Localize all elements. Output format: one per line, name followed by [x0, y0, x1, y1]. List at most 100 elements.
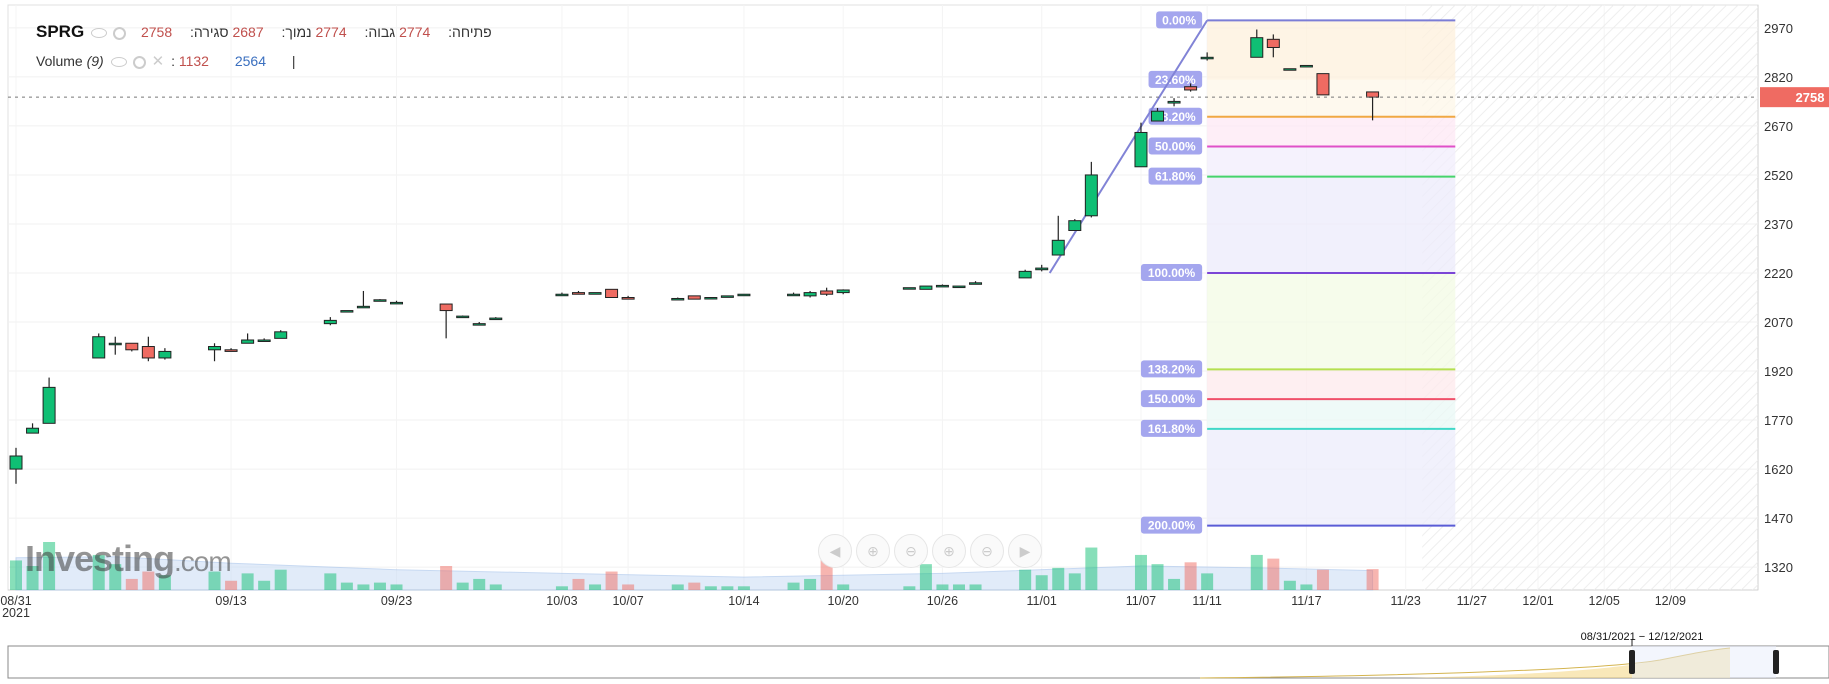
volume-bar	[357, 584, 370, 590]
candle-up	[935, 284, 949, 288]
y-tick-label: 1320	[1764, 560, 1793, 575]
candle-up	[489, 317, 503, 321]
y-tick-label: 2370	[1764, 217, 1793, 232]
volume-bar	[1316, 569, 1329, 590]
volume-bar	[390, 584, 403, 590]
volume-bar	[1366, 569, 1379, 590]
last-price-tag-label: 2758	[1796, 90, 1825, 105]
volume-bar	[704, 586, 717, 590]
fib-level-label-bg	[1140, 419, 1203, 437]
zoom-in-icon[interactable]: ⊕	[856, 534, 890, 568]
settings-gear-icon[interactable]	[113, 26, 127, 40]
candle-up	[373, 299, 387, 302]
volume-bar	[489, 584, 502, 590]
volume-bar	[903, 586, 916, 590]
x-tick-label: 09/23	[381, 594, 412, 608]
symbol-label: SPRG	[36, 22, 85, 41]
candle-down	[687, 295, 701, 300]
fib-zone	[1207, 428, 1456, 526]
candle-up	[720, 295, 734, 298]
candle-down	[1366, 91, 1380, 98]
volume-bar	[572, 578, 585, 590]
candle-up	[456, 315, 470, 319]
volume-bar	[605, 571, 618, 590]
volume-bar	[1134, 554, 1147, 590]
y-tick-label: 2220	[1764, 266, 1793, 281]
x-tick-label: 12/05	[1589, 594, 1620, 608]
volume-bar	[1085, 547, 1098, 590]
x-tick-label: 11/17	[1291, 594, 1321, 608]
close-value: 2758	[140, 24, 173, 40]
visibility-eye-icon[interactable]	[91, 28, 108, 39]
volume-bar	[721, 586, 734, 590]
y-tick-label: 1470	[1764, 511, 1793, 526]
volume-bar	[10, 560, 22, 590]
volume-bar	[671, 584, 684, 590]
candle-up	[1084, 174, 1098, 217]
x-tick-label: 08/31	[0, 594, 31, 608]
volume-bar	[92, 554, 105, 590]
y-tick-label: 2070	[1764, 315, 1793, 330]
y-tick-label: 1770	[1764, 413, 1793, 428]
volume-bar	[473, 578, 486, 590]
volume-close-icon[interactable]: ✕	[151, 53, 165, 70]
volume-bar	[324, 573, 337, 590]
y-tick-label: 1620	[1764, 462, 1793, 477]
candle-down	[439, 303, 453, 312]
y-tick-label: 2970	[1764, 21, 1793, 36]
candle-up	[208, 346, 222, 351]
volume-bar	[456, 582, 469, 590]
y-tick-label: 2670	[1764, 119, 1793, 134]
volume-bar	[737, 586, 750, 590]
volume-bar	[125, 578, 138, 590]
fib-level-label-bg	[1140, 516, 1203, 534]
volume-eye-icon[interactable]	[110, 57, 127, 68]
navigator-range-label: 08/31/2021 − 12/12/2021	[1581, 631, 1704, 643]
scroll-left-icon[interactable]: ◀	[818, 534, 852, 568]
volume-bar	[1283, 580, 1296, 590]
volume-bar	[952, 584, 965, 590]
fib-level-label: 50.00%	[1155, 140, 1196, 154]
x-tick-label: 10/20	[828, 594, 859, 608]
volume-legend: Volume (9) ✕ : 1132 2564 |	[36, 53, 296, 70]
candle-up	[1250, 37, 1264, 58]
volume-bar	[555, 586, 568, 590]
fib-level-label: 200.00%	[1148, 519, 1196, 533]
fib-zone	[1207, 176, 1456, 273]
x-tick-label: 10/07	[612, 594, 643, 608]
volume-bar	[1068, 573, 1081, 590]
fib-zone	[1207, 116, 1456, 147]
navigator-handle-left[interactable]	[1629, 650, 1635, 674]
fib-level-label-bg	[1148, 137, 1203, 155]
fib-level-label: 0.00%	[1162, 13, 1196, 27]
volume-bar	[1052, 567, 1065, 590]
candle-up	[1035, 267, 1049, 271]
reset-zoom-icon[interactable]: ⊖	[970, 534, 1004, 568]
navigator-strip[interactable]	[7, 645, 1829, 679]
navigator-selection[interactable]	[1632, 646, 1776, 678]
volume-gear-icon[interactable]	[132, 55, 146, 69]
candle-up	[1051, 239, 1065, 256]
candle-up	[257, 339, 271, 342]
candle-down	[224, 349, 238, 352]
volume-bar	[919, 564, 932, 590]
zoom-out-icon[interactable]: ⊖	[894, 534, 928, 568]
navigator-handle-right[interactable]	[1773, 650, 1779, 674]
candle-down	[820, 290, 834, 295]
fib-level-label-bg	[1140, 360, 1203, 378]
candle-up	[26, 427, 40, 434]
fib-zone	[1207, 20, 1456, 80]
candle-up	[92, 336, 106, 359]
scroll-right-icon[interactable]: ▶	[1008, 534, 1042, 568]
candle-up	[1018, 270, 1032, 279]
candle-down	[125, 342, 139, 351]
fib-zone	[1207, 146, 1456, 177]
volume-bar	[158, 575, 171, 590]
zoom-area-icon[interactable]: ⊕	[932, 534, 966, 568]
candle-up	[671, 297, 685, 301]
low-value: 2687	[232, 24, 264, 40]
candle-up	[1200, 56, 1214, 60]
high-value: 2774	[315, 24, 347, 40]
ohlc-legend: SPRG פתיחה: 2774 גבוה: 2774 נמוך: 2687 ס…	[36, 22, 492, 42]
